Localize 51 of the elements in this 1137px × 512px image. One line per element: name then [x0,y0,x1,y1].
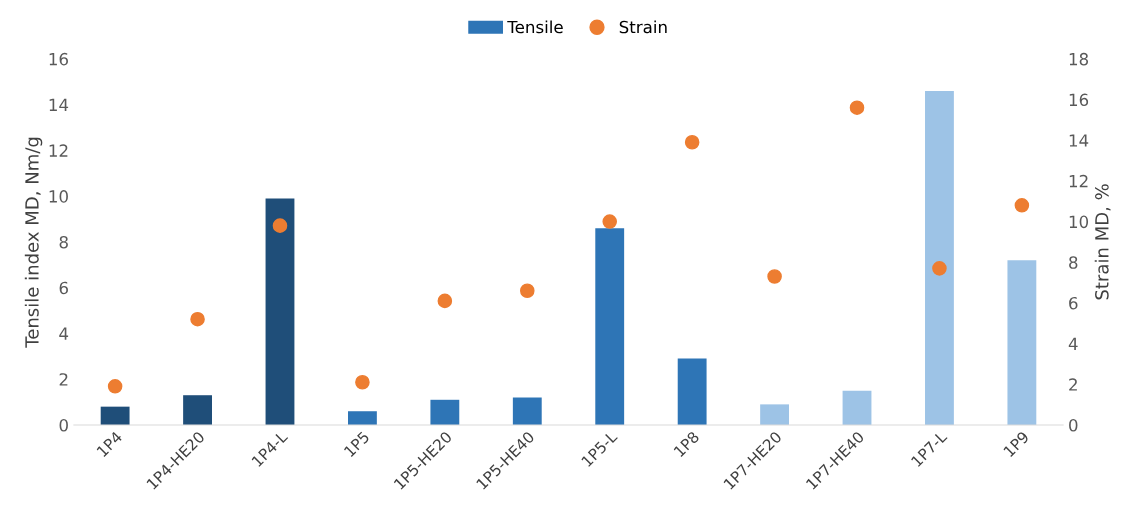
point [272,218,288,233]
y2-axis-title: Strain MD, % [1094,184,1111,300]
y-axis-title: Tensile index MD, Nm/g [24,137,43,348]
x-tick-label: 1P9 [1003,430,1030,458]
y-tick-label: 14 [49,98,69,111]
y-tick-label: 12 [49,144,68,157]
point [520,283,535,299]
y-tick-label: 16 [49,52,68,66]
point [849,100,865,115]
y-tick-label: 2 [59,373,68,386]
y2-tick-label: 8 [1069,256,1078,269]
legend-label: Strain [619,20,667,34]
y-tick-label: 10 [49,190,68,203]
x-tick-label: 1P8 [673,430,700,458]
bar [100,406,130,425]
y2-tick-label: 12 [1069,174,1088,188]
y2-tick-label: 6 [1069,296,1078,310]
y2-tick-label: 2 [1069,378,1077,391]
bar [925,90,954,425]
bar [265,198,295,425]
bar [842,390,872,425]
bar [1007,260,1037,425]
y-tick-label: 8 [59,235,68,249]
y-tick-label: 0 [59,418,68,432]
point [767,269,782,284]
bar [430,399,460,425]
y2-tick-label: 16 [1069,93,1089,107]
point [602,214,617,229]
point [355,374,370,390]
x-tick-label: 1P5 [343,431,370,458]
y2-tick-label: 0 [1069,418,1078,432]
bar [760,404,790,425]
y2-tick-label: 10 [1069,215,1089,229]
point [684,134,700,150]
y2-tick-label: 14 [1069,134,1089,147]
y2-tick-label: 4 [1068,337,1078,350]
y-tick-label: 4 [59,327,69,340]
x-tick-label: 1P4 [96,430,123,458]
point [107,379,123,394]
bar [183,395,212,425]
point [190,311,205,327]
bar [677,358,707,425]
bar [512,397,542,425]
point [1014,198,1030,213]
y-tick-label: 6 [59,281,68,295]
point [437,293,453,309]
bar [595,228,625,425]
bar [347,411,377,425]
point [932,261,947,276]
legend-label: Tensile [507,20,563,34]
y2-tick-label: 18 [1069,52,1089,66]
